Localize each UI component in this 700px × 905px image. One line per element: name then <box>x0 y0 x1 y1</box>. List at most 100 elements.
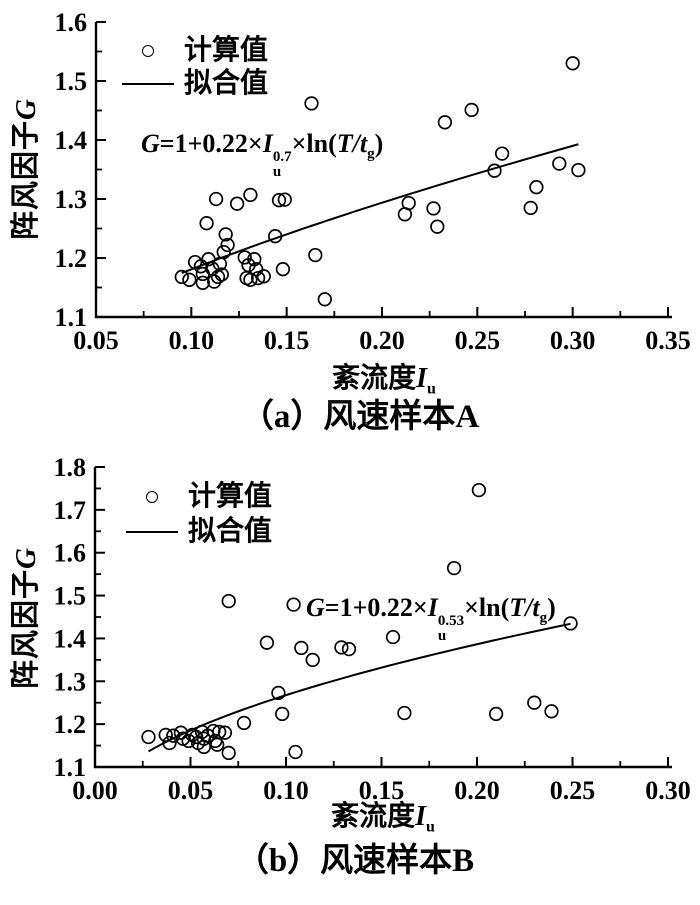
data-point <box>243 272 258 287</box>
equation-rel: =1+0.22× <box>159 129 263 158</box>
data-point <box>221 745 236 761</box>
x-tick-label: 0.10 <box>263 776 309 805</box>
data-point <box>271 193 287 208</box>
x-tick-label: 0.15 <box>264 326 310 355</box>
y-tick-label: 1.1 <box>54 753 87 782</box>
data-point <box>341 641 357 657</box>
plot-a-legend-label-calculated: 计算值 <box>184 35 269 66</box>
x-tick-label: 0.10 <box>169 326 215 355</box>
y-tick-label: 1.6 <box>55 8 88 37</box>
equation-mult: ×ln( <box>464 593 510 622</box>
plot-b-legend-item-calculated: 计算值 <box>124 479 272 515</box>
data-point <box>294 640 309 656</box>
data-point <box>221 593 236 609</box>
x-tick-label: 0.00 <box>72 776 118 805</box>
y-tick-label: 1.5 <box>54 582 87 611</box>
data-point <box>437 115 453 130</box>
data-point <box>243 187 258 203</box>
data-point <box>212 724 227 740</box>
data-point <box>210 737 225 752</box>
equation-scripts: 0.7 u <box>273 150 292 180</box>
plot-a-x-axis-title-text: 紊流度 <box>332 363 417 394</box>
data-point <box>471 482 487 498</box>
equation-scripts: 0.53 u <box>438 614 464 644</box>
equation-close: ) <box>547 593 556 622</box>
y-tick-label: 1.3 <box>54 667 87 696</box>
data-point <box>237 250 252 265</box>
equation-rel: =1+0.22× <box>324 593 428 622</box>
plot-a-legend-marker-box <box>120 45 176 57</box>
data-point <box>207 274 222 289</box>
y-tick-label: 1.4 <box>54 624 87 653</box>
data-point <box>236 715 252 731</box>
data-point <box>216 244 231 260</box>
data-point <box>430 219 445 234</box>
data-point <box>286 597 301 612</box>
equation-lhs: G <box>141 129 160 158</box>
equation-sub: u <box>272 164 282 180</box>
data-point <box>195 275 210 290</box>
x-tick-label: 0.15 <box>359 776 405 805</box>
equation-lhs: G <box>306 593 325 622</box>
data-point <box>214 267 229 282</box>
plot-a-y-axis-title-var: G <box>10 98 42 120</box>
data-point <box>523 200 538 216</box>
equation-argsub: g <box>539 610 548 627</box>
plot-a-x-axis-title-sub: u <box>427 380 436 398</box>
data-point <box>229 196 245 211</box>
y-tick-label: 1.5 <box>55 67 88 96</box>
plot-b-legend-marker-box <box>124 491 180 503</box>
plot-b-y-axis-title-text: 阵风因子 <box>10 568 42 689</box>
plot-b-fit-equation: G=1+0.22×I 0.53 u ×ln(T/tg) <box>306 590 556 644</box>
data-point <box>250 270 266 286</box>
data-point <box>397 705 412 721</box>
plot-b-caption: （b）风速样本B <box>235 843 475 879</box>
data-point <box>271 685 286 701</box>
plot-b-legend-item-fitted: 拟合值 <box>124 514 272 550</box>
x-tick-label: 0.25 <box>550 776 596 805</box>
data-point <box>174 269 189 285</box>
data-point <box>277 192 292 207</box>
equation-base: I <box>427 593 438 622</box>
data-point <box>385 629 401 645</box>
data-point <box>199 216 214 231</box>
data-point <box>162 735 177 751</box>
line-marker-icon <box>122 83 174 85</box>
data-point <box>334 640 349 655</box>
plot-b-x-axis-title-sub: u <box>426 818 435 836</box>
data-point <box>166 728 181 743</box>
plot-a-fit-equation: G=1+0.22×I 0.7 u ×ln(T/tg) <box>141 126 383 180</box>
y-tick-label: 1.4 <box>55 126 88 155</box>
data-point <box>220 237 235 253</box>
plot-a-legend-item-calculated: 计算值 <box>120 33 268 69</box>
data-point <box>268 229 283 244</box>
equation-close: ) <box>374 129 384 158</box>
data-point <box>544 704 559 719</box>
y-tick-label: 1.2 <box>54 710 87 739</box>
equation-arg: T/t <box>336 129 368 158</box>
data-point <box>487 163 502 178</box>
plot-b-x-axis-title-text: 紊流度 <box>331 801 416 832</box>
fit-line <box>181 143 579 275</box>
plot-b-y-axis-title-var: G <box>10 547 42 569</box>
data-point <box>249 262 264 277</box>
plot-a-legend-item-fitted: 拟合值 <box>120 66 268 102</box>
data-point <box>552 156 567 171</box>
data-point <box>141 729 156 745</box>
data-point <box>217 725 233 740</box>
data-point <box>305 652 320 668</box>
circle-marker-icon <box>142 45 154 57</box>
data-point <box>446 560 462 576</box>
equation-sup: 0.53 <box>437 613 465 629</box>
y-tick-label: 1.3 <box>55 185 88 214</box>
data-point <box>256 269 271 284</box>
data-point <box>208 191 224 207</box>
data-point <box>304 96 319 111</box>
data-point <box>275 706 290 722</box>
line-marker-icon <box>126 531 178 533</box>
data-point <box>275 262 291 277</box>
data-point <box>288 744 303 760</box>
x-tick-label: 0.35 <box>645 326 691 355</box>
